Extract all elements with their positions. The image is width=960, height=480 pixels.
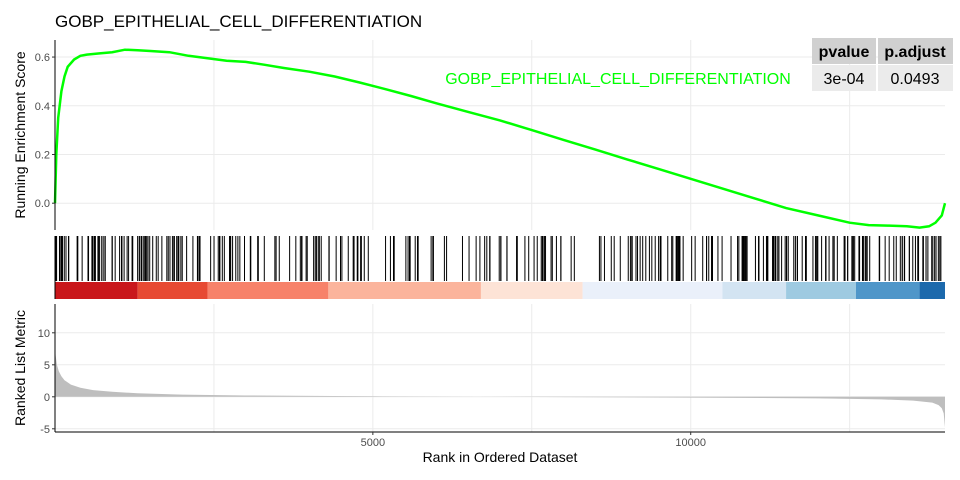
colorbar-segment bbox=[856, 282, 920, 299]
colorbar-segment bbox=[55, 282, 138, 299]
x-tick-label: 10000 bbox=[675, 437, 706, 449]
colorbar-segment bbox=[786, 282, 856, 299]
es-panel: 0.0 0.2 0.4 0.6 Running Enrichment Score GO… bbox=[12, 38, 953, 230]
colorbar-segment bbox=[207, 282, 329, 299]
rank-y-tick-label: -5 bbox=[40, 424, 50, 436]
stats-table: pvalue p.adjust 3e-04 0.0493 bbox=[812, 38, 953, 91]
rank-panel: -5 0 5 10 5000 10000 Ranked List Metric Rank… bbox=[12, 304, 945, 465]
es-y-tick-label: 0.6 bbox=[35, 52, 50, 64]
running-es-line bbox=[53, 48, 947, 229]
rank-y-ticks: -5 0 5 10 bbox=[38, 328, 55, 436]
colorbar-segment bbox=[480, 282, 583, 299]
table-cell-padjust: 0.0493 bbox=[891, 71, 940, 88]
table-cell-pvalue-bg bbox=[812, 65, 876, 91]
x-tick-label: 5000 bbox=[361, 437, 385, 449]
hit-ticks bbox=[54, 236, 942, 281]
gene-set-label: GOBP_EPITHELIAL_CELL_DIFFERENTIATION bbox=[445, 71, 791, 88]
es-y-ticks: 0.0 0.2 0.4 0.6 bbox=[35, 52, 55, 210]
rank-y-tick-label: 5 bbox=[44, 360, 50, 372]
table-header-padjust: p.adjust bbox=[884, 44, 946, 61]
hits-panel bbox=[54, 236, 945, 299]
table-cell-pvalue: 3e-04 bbox=[824, 71, 865, 88]
rank-y-axis-title: Ranked List Metric bbox=[12, 310, 28, 426]
table-header-pvalue: pvalue bbox=[819, 44, 870, 61]
rank-y-tick-label: 10 bbox=[38, 328, 50, 340]
x-ticks: 5000 10000 bbox=[361, 432, 706, 449]
es-y-tick-label: 0.4 bbox=[35, 101, 50, 113]
es-y-axis-title: Running Enrichment Score bbox=[12, 51, 28, 219]
es-gridlines bbox=[55, 40, 945, 230]
colorbar-segment bbox=[722, 282, 787, 299]
es-y-tick-label: 0.0 bbox=[35, 198, 50, 210]
colorbar-segment bbox=[328, 282, 481, 299]
rank-colorbar bbox=[55, 282, 945, 299]
colorbar-segment bbox=[137, 282, 208, 299]
table-cell-padjust-bg bbox=[878, 65, 953, 91]
rank-gridlines bbox=[55, 304, 945, 432]
table-header-pvalue-bg bbox=[812, 38, 876, 64]
colorbar-segment bbox=[582, 282, 723, 299]
colorbar-segment bbox=[919, 282, 945, 299]
ranked-metric-area bbox=[55, 345, 945, 428]
rank-y-tick-label: 0 bbox=[44, 392, 50, 404]
x-axis-title: Rank in Ordered Dataset bbox=[423, 449, 578, 465]
chart-title: GOBP_EPITHELIAL_CELL_DIFFERENTIATION bbox=[55, 12, 422, 31]
es-y-tick-label: 0.2 bbox=[35, 149, 50, 161]
table-header-padjust-bg bbox=[878, 38, 953, 64]
